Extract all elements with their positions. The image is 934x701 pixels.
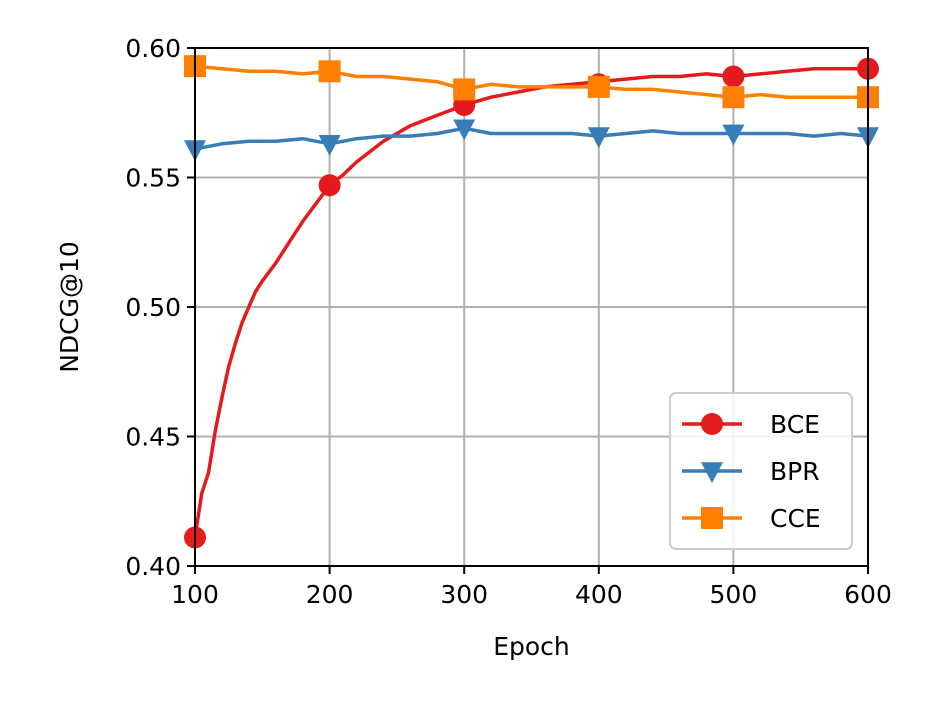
cce-marker xyxy=(587,75,610,98)
bce-marker xyxy=(722,65,745,88)
cce-marker xyxy=(453,78,476,101)
cce-marker xyxy=(722,86,745,109)
ticks-layer: 100 200 300 400 500 600 0.40 0.45 0.50 0.55 0.60 xyxy=(125,34,892,609)
y-axis-label: NDCG@10 xyxy=(55,241,84,373)
cce-line xyxy=(194,64,868,99)
y-tick-label: 0.45 xyxy=(125,423,181,452)
x-tick-label: 300 xyxy=(440,580,488,609)
x-tick-label: 500 xyxy=(710,580,758,609)
bpr-marker xyxy=(722,124,745,146)
x-tick-label: 100 xyxy=(171,580,219,609)
legend-entry-cce: CCE xyxy=(682,504,821,533)
x-tick-label: 600 xyxy=(844,580,892,609)
bce-line xyxy=(193,66,868,538)
series-layer xyxy=(184,55,879,549)
bpr-marker xyxy=(587,127,610,149)
legend-label: CCE xyxy=(770,504,821,533)
y-tick-label: 0.60 xyxy=(125,34,181,63)
series-cce xyxy=(184,55,879,109)
y-tick-label: 0.40 xyxy=(125,552,181,581)
legend-entry-bpr: BPR xyxy=(682,457,820,486)
series-bpr xyxy=(184,119,879,162)
cce-marker xyxy=(318,60,341,83)
bpr-marker xyxy=(453,119,476,141)
x-tick-label: 400 xyxy=(575,580,623,609)
bpr-line xyxy=(194,126,869,151)
legend-entry-bce: BCE xyxy=(682,410,820,439)
legend-label: BCE xyxy=(770,410,820,439)
bpr-legend-marker xyxy=(701,462,723,484)
cce-legend-marker xyxy=(701,507,723,529)
x-tick-label: 200 xyxy=(306,580,354,609)
x-axis-label: Epoch xyxy=(493,632,570,661)
bpr-marker xyxy=(318,135,341,156)
legend: BCE BPR CCE xyxy=(669,392,853,550)
bce-legend-marker xyxy=(701,413,723,435)
legend-label: BPR xyxy=(770,457,820,486)
y-tick-label: 0.55 xyxy=(125,164,181,193)
bce-marker xyxy=(318,174,341,197)
y-tick-label: 0.50 xyxy=(125,293,181,322)
